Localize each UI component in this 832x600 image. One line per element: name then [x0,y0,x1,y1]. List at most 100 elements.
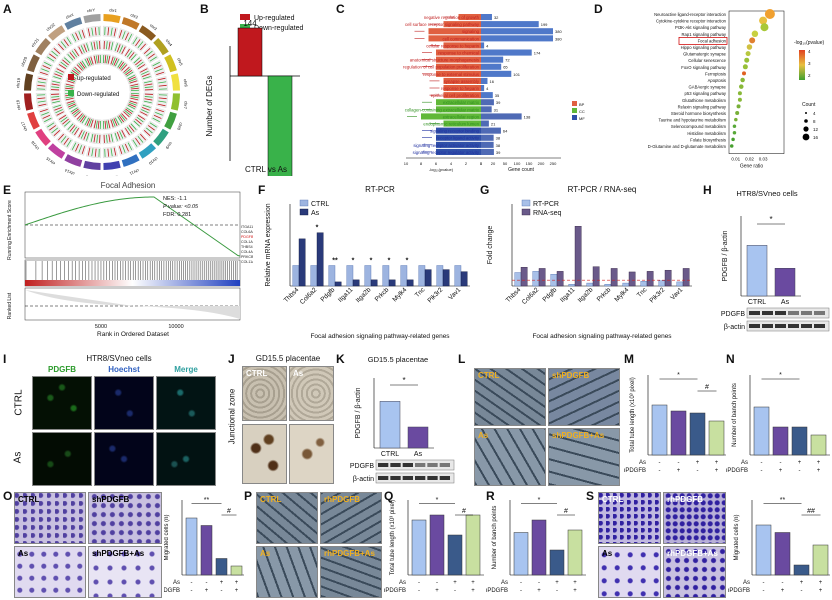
circos-tick [67,123,74,131]
ihc-image-as-low: As [289,366,334,421]
count-bar [481,70,512,77]
blot-band [801,324,812,328]
condition-sign: - [761,468,763,474]
sig-marker: ** [780,497,786,504]
circos-tick [137,64,146,70]
circos-tick [91,148,94,157]
blot-band [762,311,773,315]
legend-label: CTRL [311,201,329,208]
go-term-label: epithelial cell proliferation [431,93,480,98]
circos-tick [67,101,76,106]
pvalue-bar [436,148,481,155]
circos-tick [124,143,129,152]
bubble [759,16,768,25]
rh-mig-label-rh-as: rhPDGFB+As [667,549,718,558]
pvalue-bar [436,127,481,134]
chromosome-label: chr4 [165,38,174,48]
blot-band [390,463,401,467]
circos-tick [147,125,155,131]
circos-tick [74,48,80,57]
circos-tick [121,113,128,120]
circos-tick [136,116,144,123]
circos-tick [114,132,118,141]
bubble [732,124,737,128]
leading-gene-label: ITGA11 [241,225,253,229]
count-legend-value: 4 [813,111,816,116]
circos-tick [107,120,111,129]
circos-tick [63,137,69,145]
chromosome-band [153,128,169,147]
count-label: 101 [513,72,520,77]
circos-tick [110,148,113,157]
count-label: 21 [491,122,496,127]
chromosome-label: chr18 [15,99,21,110]
circos-tick [130,83,139,87]
bubble [751,30,759,38]
blot-band [402,463,413,467]
count-bar [481,141,494,148]
bubble [735,111,740,115]
chromosome-band [35,37,51,56]
bar [531,519,547,576]
go-term-label: receptor ligand activity [436,136,480,141]
legend-swatch [572,108,577,113]
circos-tick [158,100,167,103]
count-bar [481,77,488,84]
circos-track [132,55,147,71]
x-tick: 0.02 [745,157,754,162]
branch-points-chart-rh: Number of banch points * # As - - + + rhPDGFB - + -… [486,497,586,594]
blot-band [439,463,450,467]
chromosome-label: chrY [87,7,96,13]
tube-label-ctrl: CTRL [478,371,500,380]
bar [411,519,427,576]
pvalue-bar [436,141,481,148]
circos-tick [143,80,152,84]
chromosome-label: chr10 [147,156,159,167]
sig-marker: ** [332,258,338,265]
circos-tick [144,86,153,88]
blot-band [427,476,438,480]
circos-tick [37,97,46,100]
chromosome-band [27,54,40,73]
sig-marker: ## [807,508,815,515]
category-label: Col6a2 [521,286,541,306]
circos-track [130,35,148,52]
legend-swatch [572,101,577,106]
circos-track [65,47,81,62]
category-label: Itga2b [577,286,595,304]
legend-label: As [311,210,320,217]
chromosome-label: chr16 [29,139,40,151]
tick-left: 8 [420,161,423,166]
circos-tick [93,55,97,64]
circos-tick [68,104,77,110]
circos-tick [108,41,111,50]
condition-sign: - [418,580,420,586]
rh-mig-image-rh: rhPDGFB [663,492,726,544]
highlight-box [678,36,728,45]
condition-sign: + [537,588,541,594]
sig-marker: * [352,258,355,265]
count-bar [481,127,501,134]
bar [664,269,672,287]
circos-tick [37,100,46,103]
circos-tick [124,32,129,41]
circos-tick [78,31,83,39]
nes-text: NES: -1.1 [163,196,187,202]
circos-tick [107,27,110,36]
circos-tick [126,50,133,58]
circos-tick [107,55,111,64]
bar [436,265,444,287]
category-label: Vav1 [447,286,462,301]
condition-sign: + [435,588,439,594]
bar [549,549,565,576]
circos-track [142,46,159,64]
pvalue-bar [443,21,481,28]
circos-tick [135,137,141,145]
category-label: CTRL [381,451,399,458]
immunofluorescence-panel: HTR8/SVneo cells PDGFB Hoechst Merge CTR… [12,352,224,487]
condition-sign: - [763,588,765,594]
bar [346,265,354,287]
circos-tick [106,120,109,129]
circos-tick [113,147,117,156]
